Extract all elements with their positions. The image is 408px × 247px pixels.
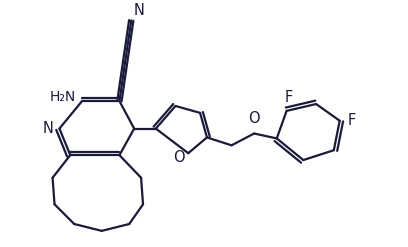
Text: H₂N: H₂N — [50, 90, 76, 104]
Text: F: F — [348, 113, 356, 128]
Text: O: O — [173, 150, 184, 165]
Text: F: F — [284, 90, 293, 105]
Text: N: N — [43, 121, 53, 136]
Text: O: O — [248, 111, 260, 126]
Text: N: N — [134, 3, 144, 18]
